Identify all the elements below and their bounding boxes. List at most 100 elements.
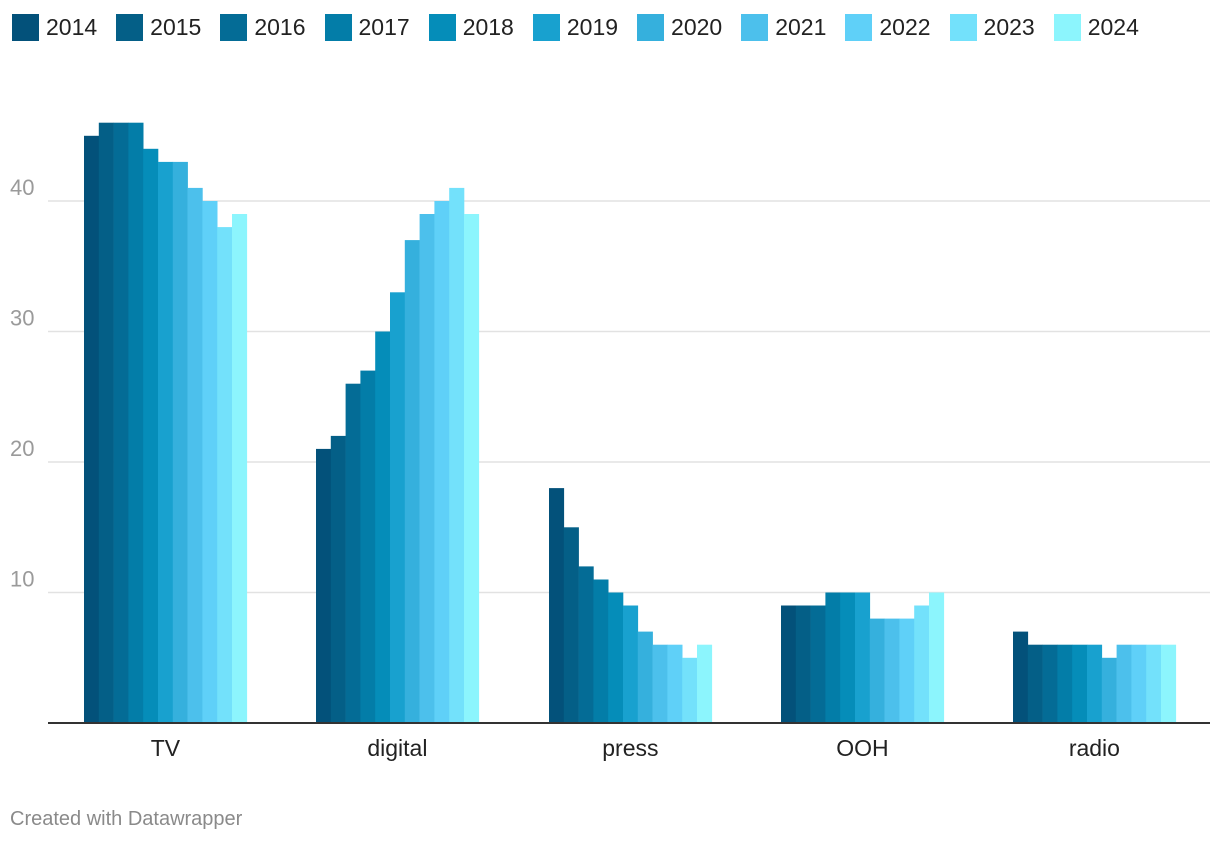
y-tick-label: 20 — [10, 436, 34, 461]
legend-swatch — [12, 13, 39, 41]
bar-digital-2014 — [316, 448, 332, 723]
legend-item: 2024 — [1053, 13, 1139, 41]
bar-digital-2022 — [434, 201, 450, 723]
legend-item: 2021 — [741, 13, 827, 41]
bar-digital-2024 — [464, 214, 480, 723]
bar-radio-2014 — [1013, 631, 1029, 723]
legend-swatch — [532, 13, 560, 41]
bar-tv-2019 — [158, 161, 174, 723]
legend-item: 2017 — [324, 13, 410, 41]
credit-text: Created with Datawrapper — [10, 808, 243, 830]
legend-label: 2017 — [358, 13, 410, 40]
bar-radio-2016 — [1042, 644, 1058, 723]
bar-ooh-2016 — [810, 605, 826, 723]
legend-swatch — [949, 13, 977, 41]
bar-ooh-2022 — [899, 618, 915, 723]
bar-tv-2018 — [143, 148, 159, 724]
legend: 2014 2015 2016 2017 2018 2019 2020 2021 2022 2023… — [12, 12, 1158, 42]
legend-label: 2021 — [775, 13, 827, 40]
bar-press-2018 — [608, 592, 624, 723]
bar-radio-2023 — [1146, 644, 1162, 723]
legend-swatch — [428, 13, 456, 41]
legend-swatch — [637, 13, 665, 41]
bar-digital-2023 — [449, 187, 465, 723]
bar-radio-2018 — [1072, 644, 1088, 723]
bars — [84, 122, 1177, 724]
bar-press-2019 — [623, 605, 639, 723]
bar-ooh-2015 — [795, 605, 811, 723]
bar-ooh-2014 — [781, 605, 797, 723]
bar-tv-2017 — [128, 122, 144, 723]
legend-swatch — [220, 13, 248, 41]
bar-press-2023 — [682, 657, 698, 724]
x-axis-labels: TV digital press OOH radio — [151, 735, 1120, 761]
legend-label: 2015 — [150, 13, 202, 40]
bar-press-2016 — [578, 566, 594, 723]
bar-digital-2017 — [360, 370, 376, 723]
bar-tv-2015 — [98, 122, 114, 723]
bar-radio-2017 — [1057, 644, 1073, 723]
bar-ooh-2017 — [825, 592, 841, 723]
x-category-label: digital — [367, 735, 427, 761]
bar-press-2015 — [563, 527, 579, 724]
bar-tv-2023 — [217, 227, 233, 723]
bar-digital-2015 — [330, 435, 346, 723]
bar-radio-2024 — [1161, 644, 1177, 723]
legend-label: 2019 — [566, 13, 619, 40]
legend-item: 2015 — [116, 13, 202, 41]
bar-radio-2019 — [1087, 644, 1103, 723]
bar-radio-2022 — [1131, 644, 1147, 723]
legend-swatch — [1053, 13, 1081, 41]
bar-ooh-2019 — [855, 592, 871, 723]
legend-item: 2023 — [949, 13, 1035, 41]
bar-press-2022 — [667, 644, 683, 723]
bar-ooh-2021 — [884, 618, 900, 723]
legend-item: 2014 — [12, 13, 98, 41]
bar-ooh-2023 — [914, 605, 930, 723]
y-tick-label: 40 — [10, 175, 34, 200]
legend-item: 2018 — [428, 13, 514, 41]
bar-tv-2024 — [232, 214, 248, 723]
legend-label: 2014 — [46, 13, 98, 40]
bar-ooh-2020 — [869, 618, 885, 723]
legend-label: 2018 — [462, 13, 514, 40]
y-axis-ticks: 10 20 30 40 — [10, 175, 34, 592]
y-tick-label: 10 — [10, 567, 34, 592]
legend-label: 2016 — [254, 13, 306, 40]
bar-radio-2015 — [1027, 644, 1043, 723]
bar-digital-2021 — [419, 214, 435, 723]
bar-tv-2021 — [187, 187, 203, 723]
legend-label: 2024 — [1087, 13, 1139, 40]
y-tick-label: 30 — [10, 306, 34, 331]
legend-item: 2019 — [532, 13, 619, 41]
bar-press-2021 — [652, 644, 668, 723]
legend-label: 2023 — [983, 13, 1035, 40]
bar-digital-2020 — [404, 240, 420, 723]
x-category-label: radio — [1069, 735, 1120, 761]
bar-ooh-2024 — [929, 592, 945, 723]
bar-radio-2021 — [1116, 644, 1132, 723]
x-category-label: OOH — [836, 735, 888, 761]
x-category-label: TV — [151, 735, 181, 761]
bar-radio-2020 — [1101, 657, 1117, 724]
legend-swatch — [845, 13, 873, 41]
bar-tv-2020 — [172, 161, 188, 723]
bar-digital-2019 — [390, 292, 406, 723]
bar-press-2017 — [593, 579, 609, 723]
x-category-label: press — [602, 735, 658, 761]
bar-press-2020 — [637, 631, 653, 723]
bar-tv-2016 — [113, 122, 129, 723]
bar-press-2014 — [549, 488, 565, 723]
legend-label: 2020 — [671, 13, 723, 40]
legend-label: 2022 — [879, 13, 931, 40]
bar-digital-2016 — [345, 383, 361, 723]
legend-swatch — [116, 13, 144, 41]
legend-swatch — [324, 13, 352, 41]
bar-ooh-2018 — [840, 592, 856, 723]
bar-tv-2022 — [202, 201, 218, 723]
legend-swatch — [741, 13, 769, 41]
bar-tv-2014 — [84, 135, 100, 724]
legend-item: 2020 — [637, 13, 723, 41]
legend-item: 2016 — [220, 13, 306, 41]
